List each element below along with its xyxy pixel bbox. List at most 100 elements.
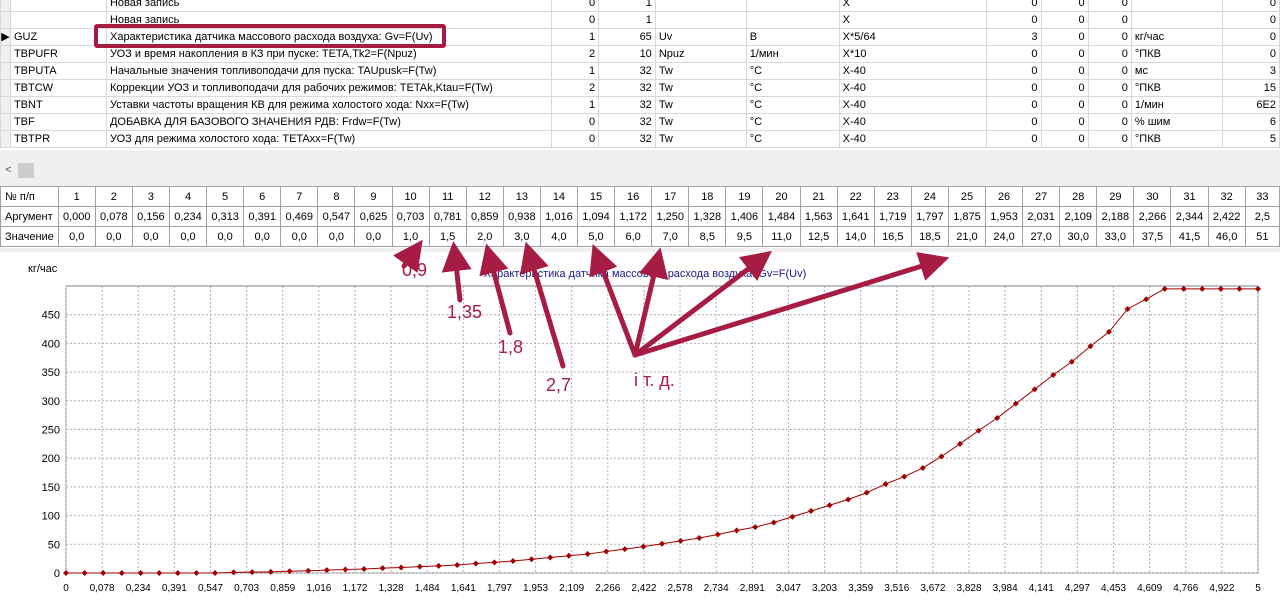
- data-point: [677, 537, 684, 544]
- point-cell[interactable]: 33,0: [1096, 226, 1135, 247]
- table-cell[interactable]: X-40: [838, 62, 988, 80]
- point-cell[interactable]: 29: [1096, 186, 1135, 207]
- annotation-label: і т. д.: [634, 370, 675, 390]
- table-cell[interactable]: 0: [1040, 130, 1089, 148]
- point-cell[interactable]: 12,5: [799, 226, 838, 247]
- horizontal-scrollbar[interactable]: <: [0, 162, 1280, 179]
- table-cell[interactable]: 5: [1221, 130, 1280, 148]
- table-cell[interactable]: Уставки частоты вращения КВ для режима х…: [105, 96, 553, 114]
- point-cell[interactable]: 27,0: [1022, 226, 1061, 247]
- point-cell[interactable]: 0,0: [168, 226, 208, 247]
- scroll-thumb[interactable]: [18, 163, 34, 178]
- point-cell[interactable]: 24,0: [985, 226, 1024, 247]
- point-table: № п/п 1 2 3 4 5 6 7 8 9 10 11 12 13 14 15 16 17 18 19 20 21 22…: [0, 186, 1280, 248]
- point-cell[interactable]: 0,0: [57, 226, 96, 247]
- point-cell[interactable]: 4,0: [539, 226, 578, 247]
- point-cell[interactable]: 21: [799, 186, 838, 207]
- annotation-arrow: [519, 241, 566, 369]
- table-cell[interactable]: X*10: [838, 45, 988, 63]
- data-point: [81, 570, 88, 576]
- point-cell[interactable]: 0,625: [354, 206, 393, 227]
- table-cell[interactable]: Характеристика датчика массового расхода…: [105, 28, 553, 46]
- point-cell[interactable]: 2,266: [1133, 206, 1172, 227]
- table-row[interactable]: TBNT Уставки частоты вращения КВ для режи…: [0, 96, 1280, 114]
- data-point: [1031, 386, 1038, 393]
- table-cell[interactable]: Tw: [654, 130, 747, 148]
- table-cell[interactable]: 0: [1087, 130, 1132, 148]
- point-cell[interactable]: 13: [502, 186, 541, 207]
- table-cell[interactable]: 0: [986, 11, 1042, 29]
- point-cell[interactable]: 0,0: [317, 226, 356, 247]
- point-cell[interactable]: 0,469: [280, 206, 319, 227]
- point-cell[interactable]: 51: [1244, 226, 1280, 247]
- point-cell[interactable]: 2,0: [465, 226, 504, 247]
- point-cell[interactable]: 0,234: [168, 206, 208, 227]
- table-cell[interactable]: X-40: [838, 130, 988, 148]
- point-cell[interactable]: 14,0: [836, 226, 875, 247]
- data-point: [901, 473, 908, 480]
- table-cell[interactable]: УОЗ для режима холостого хода: TETAxx=F(…: [105, 130, 553, 148]
- point-cell[interactable]: 30: [1133, 186, 1172, 207]
- x-tick-label: 1,953: [523, 583, 548, 594]
- table-cell[interactable]: °C: [745, 113, 840, 131]
- point-cell[interactable]: 27: [1022, 186, 1061, 207]
- point-cell[interactable]: 0,0: [280, 226, 319, 247]
- table-cell[interactable]: X-40: [838, 79, 988, 97]
- point-cell[interactable]: 23: [873, 186, 912, 207]
- table-cell[interactable]: 0: [986, 130, 1042, 148]
- annotation-label: 1,35: [447, 302, 483, 322]
- point-cell[interactable]: 1,875: [947, 206, 987, 227]
- table-row[interactable]: TBTCW Коррекции УОЗ и топливоподачи для р…: [0, 79, 1280, 97]
- x-tick-label: 0,703: [234, 583, 259, 594]
- table-cell[interactable]: Tw: [654, 62, 747, 80]
- point-cell[interactable]: 2,031: [1022, 206, 1061, 227]
- point-cell[interactable]: 0,859: [465, 206, 504, 227]
- table-row[interactable]: ▶ GUZ Характеристика датчика массового рас…: [0, 28, 1280, 46]
- point-table-grid: № п/п 1 2 3 4 5 6 7 8 9 10 11 12 13 14 15 16 17 18 19 20 21 22…: [0, 186, 1280, 247]
- point-cell[interactable]: 0,156: [131, 206, 170, 227]
- data-point: [193, 570, 200, 576]
- point-cell[interactable]: 11,0: [762, 226, 801, 247]
- y-tick-label: 200: [42, 453, 60, 465]
- table-cell[interactable]: 0: [551, 130, 600, 148]
- x-tick-label: 2,266: [595, 583, 620, 594]
- point-cell[interactable]: 37,5: [1133, 226, 1172, 247]
- table-cell[interactable]: TBTPR: [9, 130, 107, 148]
- data-point: [1012, 400, 1019, 407]
- table-cell[interactable]: °C: [745, 130, 840, 148]
- scroll-left-arrow-icon[interactable]: <: [5, 164, 12, 176]
- table-cell[interactable]: °ПКВ: [1130, 130, 1223, 148]
- x-tick-label: 2,422: [631, 583, 656, 594]
- x-tick-label: 1,172: [342, 583, 367, 594]
- table-cell[interactable]: GUZ: [9, 28, 107, 46]
- point-cell[interactable]: 10: [391, 186, 430, 207]
- table-row[interactable]: TBTPR УОЗ для режима холостого хода: TETA…: [0, 130, 1280, 148]
- data-point: [1236, 285, 1243, 292]
- point-cell[interactable]: 0,0: [94, 226, 133, 247]
- point-cell[interactable]: 7,0: [651, 226, 690, 247]
- point-cell[interactable]: 8,5: [688, 226, 727, 247]
- data-point: [342, 566, 349, 573]
- point-cell[interactable]: 0,0: [243, 226, 282, 247]
- data-point: [696, 534, 703, 541]
- point-cell[interactable]: 1,172: [614, 206, 653, 227]
- y-tick-label: 50: [48, 539, 60, 551]
- annotation-arrow: [393, 239, 423, 273]
- point-cell[interactable]: 1,719: [873, 206, 912, 227]
- x-tick-label: 1,016: [306, 583, 331, 594]
- point-cell[interactable]: 12: [465, 186, 504, 207]
- y-tick-label: 0: [54, 568, 60, 580]
- point-cell[interactable]: 41,5: [1170, 226, 1209, 247]
- table-cell[interactable]: кг/час: [1130, 28, 1223, 46]
- point-cell[interactable]: 9,5: [725, 226, 764, 247]
- table-cell[interactable]: 65: [598, 28, 656, 46]
- point-cell[interactable]: 32: [1207, 186, 1246, 207]
- table-cell[interactable]: TBTCW: [9, 79, 107, 97]
- point-cell[interactable]: 33: [1244, 186, 1280, 207]
- highlight-box: [94, 24, 446, 48]
- y-tick-label: 400: [42, 338, 60, 350]
- table-cell[interactable]: 32: [598, 130, 656, 148]
- table-row[interactable]: TBF ДОБАВКА ДЛЯ БАЗОВОГО ЗНАЧЕНИЯ РДВ: Fr…: [0, 113, 1280, 131]
- x-tick-label: 3,672: [920, 583, 945, 594]
- data-point: [510, 557, 516, 564]
